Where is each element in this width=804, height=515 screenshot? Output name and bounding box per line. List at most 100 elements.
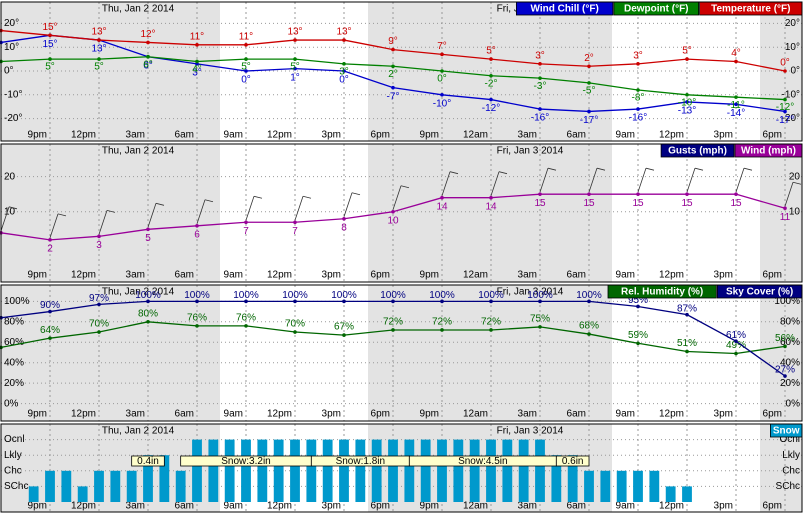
data-label: 11°: [190, 31, 204, 42]
data-point: [489, 73, 493, 78]
x-tick-label: 6am: [175, 130, 194, 141]
x-tick-label: 9pm: [28, 270, 47, 281]
x-tick-label: 3am: [126, 409, 145, 420]
x-tick-label: 12pm: [659, 130, 684, 141]
data-label: 12°: [140, 29, 155, 40]
data-point: [342, 333, 346, 337]
wind-barb: [441, 171, 451, 196]
wind-barb: [686, 168, 696, 193]
bar: [339, 439, 349, 502]
data-point: [244, 299, 248, 304]
date-label: Thu, Jan 2 2014: [102, 4, 175, 15]
data-point: [391, 47, 395, 52]
y-tick-label-right: Lkly: [782, 450, 800, 461]
wind-barb: [302, 195, 312, 199]
data-point: [636, 88, 640, 92]
data-label: 2°: [584, 53, 594, 64]
data-point: [391, 64, 395, 69]
data-label: 100%: [331, 290, 357, 301]
bar: [110, 470, 121, 502]
x-tick-label: 12pm: [71, 409, 96, 420]
wind-barb: [245, 196, 255, 221]
data-point: [685, 349, 689, 354]
data-point: [195, 59, 199, 64]
data-label: -3°: [534, 81, 547, 92]
legend-label: Gusts (mph): [668, 146, 727, 157]
data-label: 95%: [628, 295, 648, 306]
data-point: [293, 66, 297, 71]
data-point: [587, 332, 591, 336]
x-tick-label: 9pm: [420, 130, 439, 141]
wind-barb: [735, 168, 745, 193]
data-point: [636, 192, 640, 196]
bar: [175, 470, 186, 502]
y-tick-label-right: 20%: [780, 378, 800, 389]
data-point: [146, 320, 150, 324]
data-point: [195, 43, 199, 47]
data-point: [538, 107, 542, 111]
data-point: [48, 336, 52, 340]
bar: [453, 439, 464, 502]
data-label: 76%: [236, 313, 256, 324]
x-tick-label: 9am: [616, 501, 635, 512]
y-tick-label: Ocnl: [4, 434, 25, 445]
data-point: [293, 38, 297, 42]
data-point: [293, 330, 297, 334]
y-tick-label-right: -10°: [782, 89, 800, 100]
wind-barb: [694, 167, 704, 171]
data-point: [440, 195, 444, 200]
data-label: 67%: [334, 322, 354, 333]
data-label: 100%: [135, 290, 161, 301]
amount-label: Snow:1.8in: [336, 456, 385, 467]
bar: [192, 439, 202, 502]
data-label: -16°: [531, 113, 549, 124]
data-point: [538, 299, 542, 304]
x-tick-label: 6pm: [371, 130, 390, 141]
data-label: 4°: [192, 64, 202, 75]
x-tick-label: 3pm: [322, 130, 341, 141]
bar: [388, 439, 398, 502]
x-tick-label: 6am: [175, 501, 194, 512]
amount-label: Snow:3.2in: [221, 456, 270, 467]
data-point: [783, 206, 787, 211]
x-tick-label: 3am: [518, 501, 537, 512]
bar: [649, 470, 660, 502]
data-point: [48, 33, 52, 38]
x-tick-label: 12pm: [267, 270, 292, 281]
legend-label: Snow: [773, 426, 800, 437]
data-point: [734, 95, 738, 99]
data-point: [391, 85, 395, 90]
y-tick-label: SChc: [4, 481, 28, 492]
x-tick-label: 3pm: [714, 270, 733, 281]
y-tick-label: 20%: [4, 378, 24, 389]
y-tick-label-right: 60%: [780, 337, 800, 348]
data-point: [685, 57, 689, 61]
x-tick-label: 9pm: [28, 409, 47, 420]
data-label: 13°: [287, 27, 302, 38]
data-point: [489, 328, 493, 332]
data-label: 1°: [290, 72, 300, 83]
wind-barb: [294, 196, 304, 221]
x-tick-label: 6pm: [763, 130, 782, 141]
bar: [404, 439, 415, 502]
data-point: [146, 40, 150, 45]
legend-label: Wind Chill (°F): [530, 4, 598, 15]
bar: [420, 439, 431, 502]
x-tick-label: 9pm: [28, 130, 47, 141]
data-label: 5°: [94, 62, 104, 73]
bar: [371, 439, 382, 502]
wind-barb: [0, 206, 10, 231]
bar: [306, 439, 317, 502]
bar: [241, 439, 251, 502]
bar: [600, 470, 611, 502]
x-tick-label: 3pm: [322, 409, 341, 420]
y-tick-label-right: 0°: [790, 66, 800, 77]
data-label: 0°: [339, 75, 349, 86]
wind-barb: [498, 171, 508, 175]
x-tick-label: 12pm: [71, 501, 96, 512]
data-point: [489, 299, 493, 304]
y-tick-label: -20°: [4, 113, 22, 124]
data-label: 3°: [339, 67, 349, 78]
data-point: [636, 304, 640, 309]
bar: [551, 455, 562, 502]
